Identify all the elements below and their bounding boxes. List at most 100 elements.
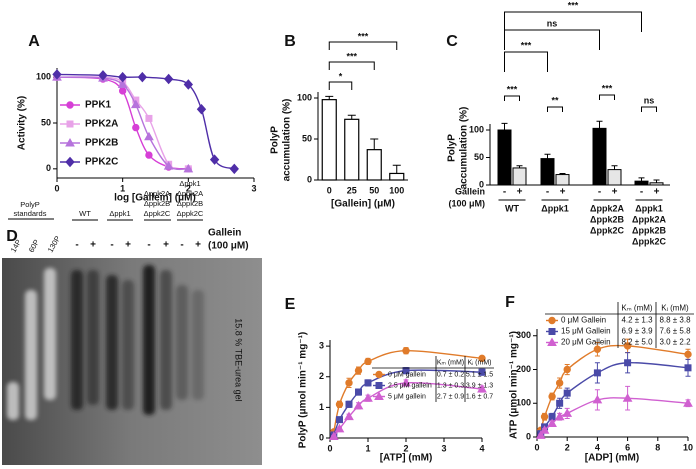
y-axis-label: accumulation (%) [459,107,470,190]
group-label: Δppk2A [590,203,624,213]
lane-smear [176,285,188,400]
treatment-label: + [195,240,201,251]
significance-label: ns [644,95,655,105]
y-tick-label: 1 [319,402,324,412]
significance-label: * [339,71,343,81]
table-header: Kₘ (mM) [437,359,464,366]
strain-label: Δppk1 [179,179,200,188]
marker [547,337,557,346]
y-axis-label: PolyP [270,126,281,154]
x-tick-label: 0 [534,442,539,452]
legend-label: PPK2C [85,157,118,168]
marker [118,87,127,95]
x-axis-label: log [Gallein] (μM) [114,193,196,204]
marker [548,328,556,335]
error-bar [501,122,508,130]
y-tick-label: 200 [516,364,531,374]
significance-label: *** [507,84,518,94]
marker [183,79,194,90]
legend-label: - [598,187,601,198]
x-tick-label: 100 [389,185,404,195]
lane-smear [106,275,118,410]
significance-bracket [328,41,398,50]
x-tick-label: 2 [565,442,570,452]
marker [52,69,62,80]
treatment-label: + [163,240,169,251]
panel-label: B [284,33,296,50]
table-cell: 1.6 ± 0.7 [466,393,493,400]
y-tick-label: 50 [302,133,312,143]
x-tick-label: 1 [120,183,125,193]
y-tick-label: 2 [319,371,324,381]
significance-bracket [599,94,615,100]
panel-label: E [285,296,296,313]
gel-label: 15.8 % TBE-urea gel [234,318,244,401]
x-tick-label: 0 [54,183,59,193]
x-tick-label: 2 [186,183,191,193]
lane-smear [160,270,172,410]
legend-label: 0 μM Gallein [561,316,606,325]
significance-label: *** [346,51,357,61]
strain-label: Δppk2C [177,209,204,218]
marker [593,369,601,377]
marker [683,398,693,407]
y-tick-label: 0 [319,432,324,442]
x-tick-label: 25 [347,185,357,195]
x-tick-label: 0 [327,185,332,195]
marker [563,389,571,397]
marker [355,388,362,396]
error-bar [392,164,401,174]
x-tick-label: 4 [479,443,484,453]
legend-label: 15 μM Gallein [561,327,611,336]
strain-label: Δppk2A [177,189,203,198]
strain-label: Δppk2A [144,189,170,198]
significance-label: *** [568,0,579,10]
marker [229,163,239,175]
lane-smear [122,280,134,410]
table-cell: 0.7 ± 0.2 [437,371,464,378]
table-cell: 5.1 ± 1.5 [466,371,493,378]
legend-label: PPK2B [85,138,118,149]
marker [328,431,339,440]
treatment-title: Gallein [208,228,241,239]
significance-bracket [504,29,600,50]
marker [65,137,75,147]
y-tick-label: 0 [479,179,484,189]
y-axis-label: PolyP (μmol min⁻¹ mg⁻¹) [298,332,309,449]
x-tick-label: 0 [327,443,332,453]
marker [132,123,140,132]
bar [366,149,382,181]
marker [535,430,546,439]
y-tick-label: 0 [46,163,51,173]
lane-smear [87,270,99,405]
marker [354,366,363,375]
marker [548,316,556,325]
y-tick-label: 3 [319,341,324,351]
panel-label: D [6,228,18,245]
marker [334,423,345,433]
bar [512,167,527,186]
y-tick-label: 100 [36,72,51,82]
x-tick-label: 4 [595,442,600,452]
significance-bracket [504,51,548,72]
marker [117,71,128,83]
legend-label: PPK2A [85,119,118,130]
lane-smear [143,265,155,415]
x-axis-label: [Gallein] (μM) [331,199,395,210]
table-header: Kᵢ (mM) [661,304,689,313]
marker [335,400,344,409]
x-tick-label: 2 [403,443,408,453]
strain-label: Δppk2B [177,199,203,208]
marker [556,399,564,407]
marker [624,359,632,367]
bar [389,172,405,181]
x-tick-label: 6 [625,442,630,452]
bar [607,169,622,186]
error-bar [596,120,603,129]
marker [363,393,373,402]
legend-title: Gallein [455,186,485,196]
table-cell: 8.8 ± 3.8 [659,316,691,325]
y-axis-label: accumulation (%) [282,99,293,182]
legend-label: + [612,187,618,198]
marker [66,101,74,109]
